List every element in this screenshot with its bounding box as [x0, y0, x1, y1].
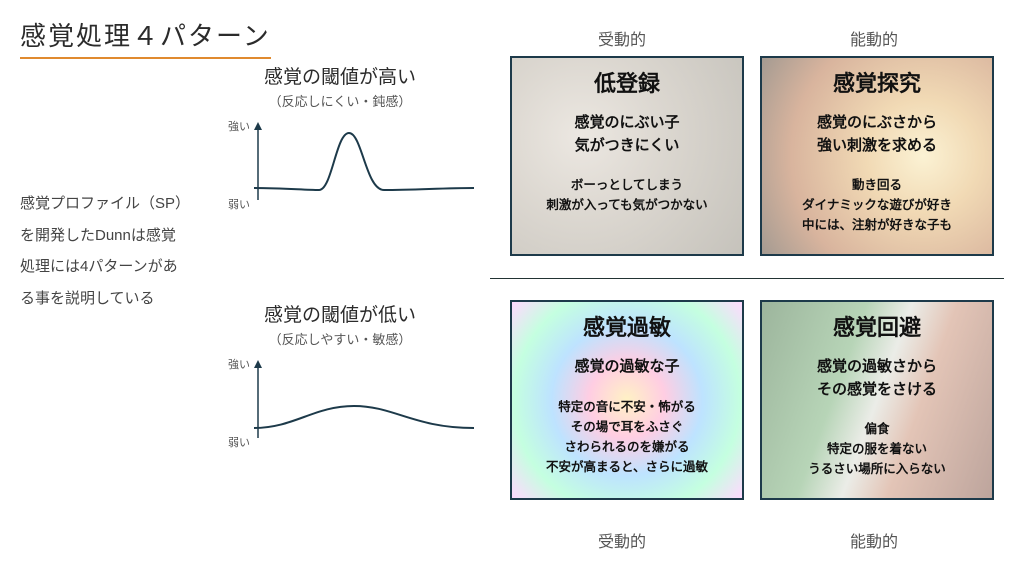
curve-low: [254, 356, 484, 456]
quad-bl-sub: 感覚の過敏な子: [518, 356, 736, 379]
axis-strong-high: 強い: [228, 118, 250, 134]
col-header-top-passive: 受動的: [598, 26, 646, 50]
axis-weak-low: 弱い: [228, 434, 250, 450]
quad-sensory-seeking: 感覚探究 感覚のにぶさから強い刺激を求める 動き回るダイナミックな遊びが好き中に…: [760, 56, 994, 256]
quad-sensory-sensitivity: 感覚過敏 感覚の過敏な子 特定の音に不安・怖がるその場で耳をふさぐさわられるのを…: [510, 300, 744, 500]
graph-low-threshold: 感覚の閾値が低い （反応しやすい・敏感） 強い 弱い: [210, 300, 470, 466]
quad-tl-sub: 感覚のにぶい子気がつきにくい: [518, 112, 736, 157]
page-title: 感覚処理４パターン: [20, 16, 271, 59]
graph-high-threshold: 感覚の閾値が高い （反応しにくい・鈍感） 強い 弱い: [210, 62, 470, 228]
quad-bl-desc: 特定の音に不安・怖がるその場で耳をふさぐさわられるのを嫌がる不安が高まると、さら…: [518, 397, 736, 477]
col-header-bottom-passive: 受動的: [598, 528, 646, 552]
graph-low-title: 感覚の閾値が低い: [210, 300, 470, 327]
quad-tr-title: 感覚探究: [768, 66, 986, 98]
axis-weak-high: 弱い: [228, 196, 250, 212]
axis-strong-low: 強い: [228, 356, 250, 372]
sidebar-description: 感覚プロファイル（SP）を開発したDunnは感覚処理には4パターンがある事を説明…: [20, 188, 190, 314]
quad-br-desc: 偏食特定の服を着ないうるさい場所に入らない: [768, 419, 986, 479]
quad-tr-desc: 動き回るダイナミックな遊びが好き中には、注射が好きな子も: [768, 175, 986, 235]
curve-high: [254, 118, 484, 218]
quad-br-sub: 感覚の過敏さからその感覚をさける: [768, 356, 986, 401]
col-header-bottom-active: 能動的: [850, 528, 898, 552]
quad-tl-desc: ボーっとしてしまう刺激が入っても気がつかない: [518, 175, 736, 215]
quad-tl-title: 低登録: [518, 66, 736, 98]
quad-low-registration: 低登録 感覚のにぶい子気がつきにくい ボーっとしてしまう刺激が入っても気がつかな…: [510, 56, 744, 256]
graph-high-title: 感覚の閾値が高い: [210, 62, 470, 89]
quad-bl-title: 感覚過敏: [518, 310, 736, 342]
quad-sensory-avoiding: 感覚回避 感覚の過敏さからその感覚をさける 偏食特定の服を着ないうるさい場所に入…: [760, 300, 994, 500]
curve-low-path: [254, 406, 474, 428]
graph-low-subtitle: （反応しやすい・敏感）: [210, 329, 470, 348]
curve-high-path: [254, 133, 474, 190]
quad-tr-sub: 感覚のにぶさから強い刺激を求める: [768, 112, 986, 157]
graph-high-subtitle: （反応しにくい・鈍感）: [210, 91, 470, 110]
quad-br-title: 感覚回避: [768, 310, 986, 342]
col-header-top-active: 能動的: [850, 26, 898, 50]
row-divider: [490, 278, 1004, 279]
